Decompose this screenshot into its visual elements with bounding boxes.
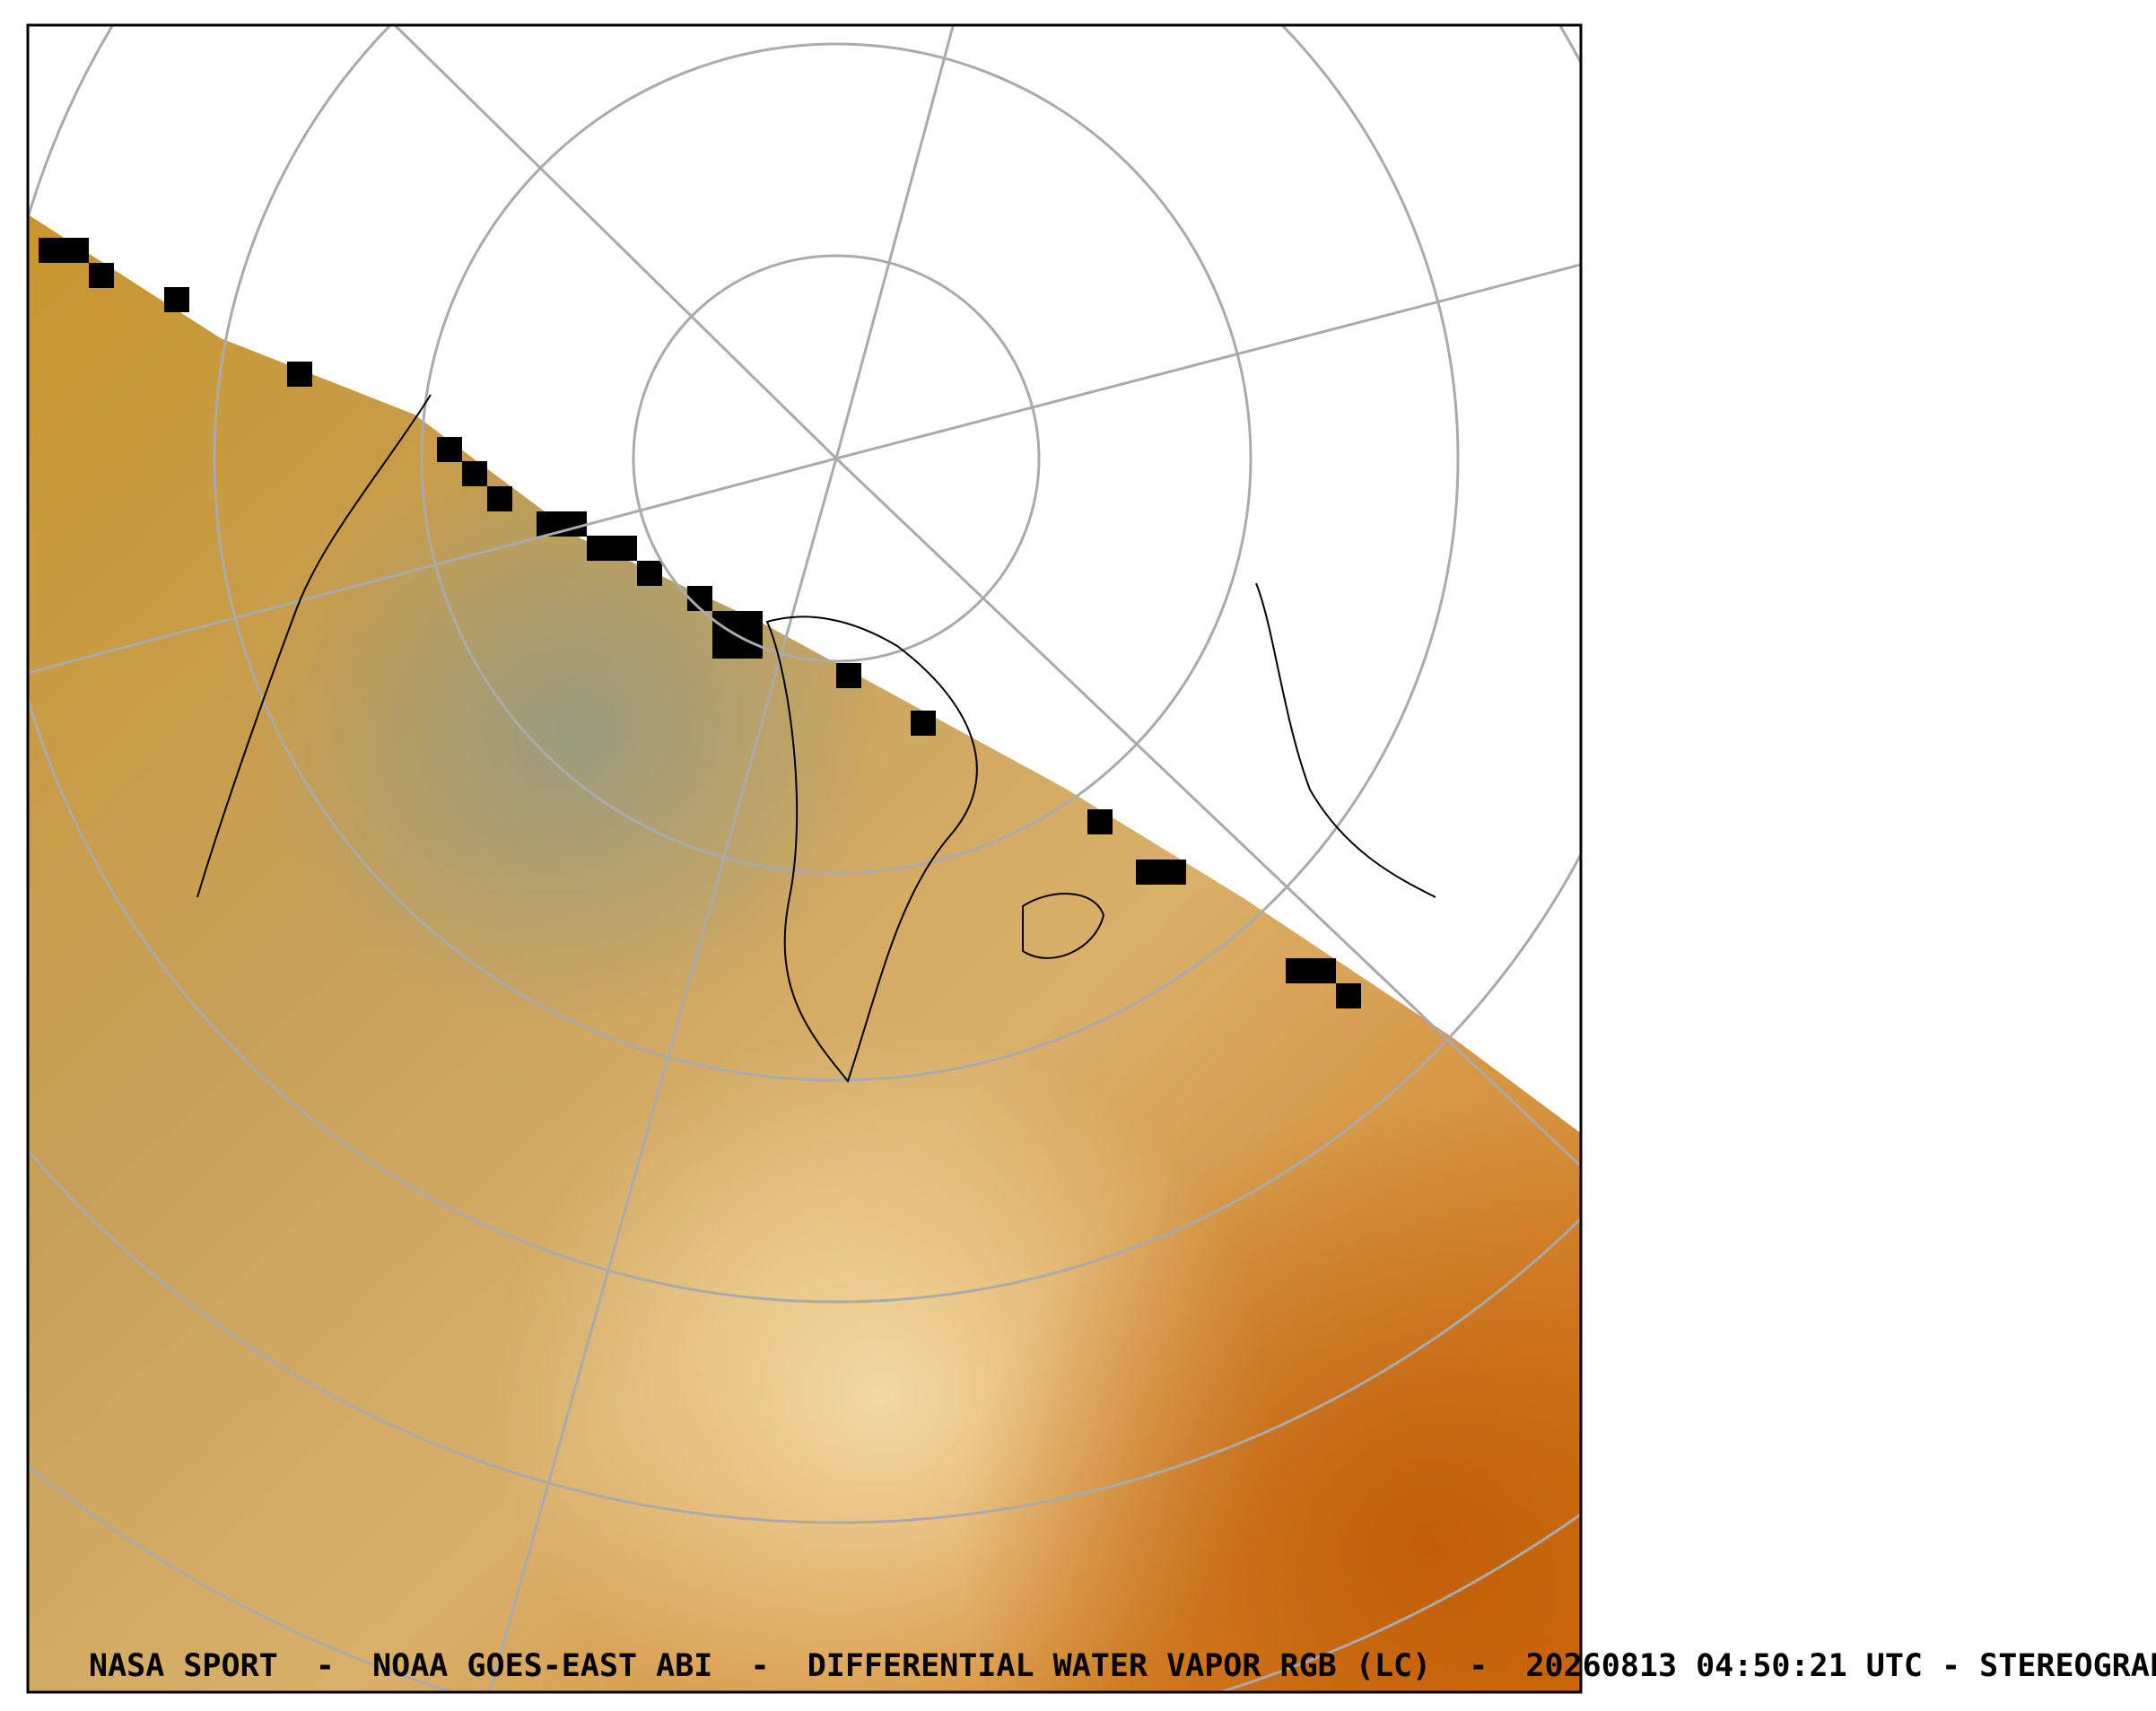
coastlines: [196, 394, 1436, 1084]
map-frame: [26, 23, 1583, 1694]
caption: NASA SPORT - NOAA GOES-EAST ABI - DIFFER…: [89, 1648, 2156, 1684]
missing-pixels: [39, 238, 1361, 1008]
imagery-shade: [28, 214, 1581, 1692]
